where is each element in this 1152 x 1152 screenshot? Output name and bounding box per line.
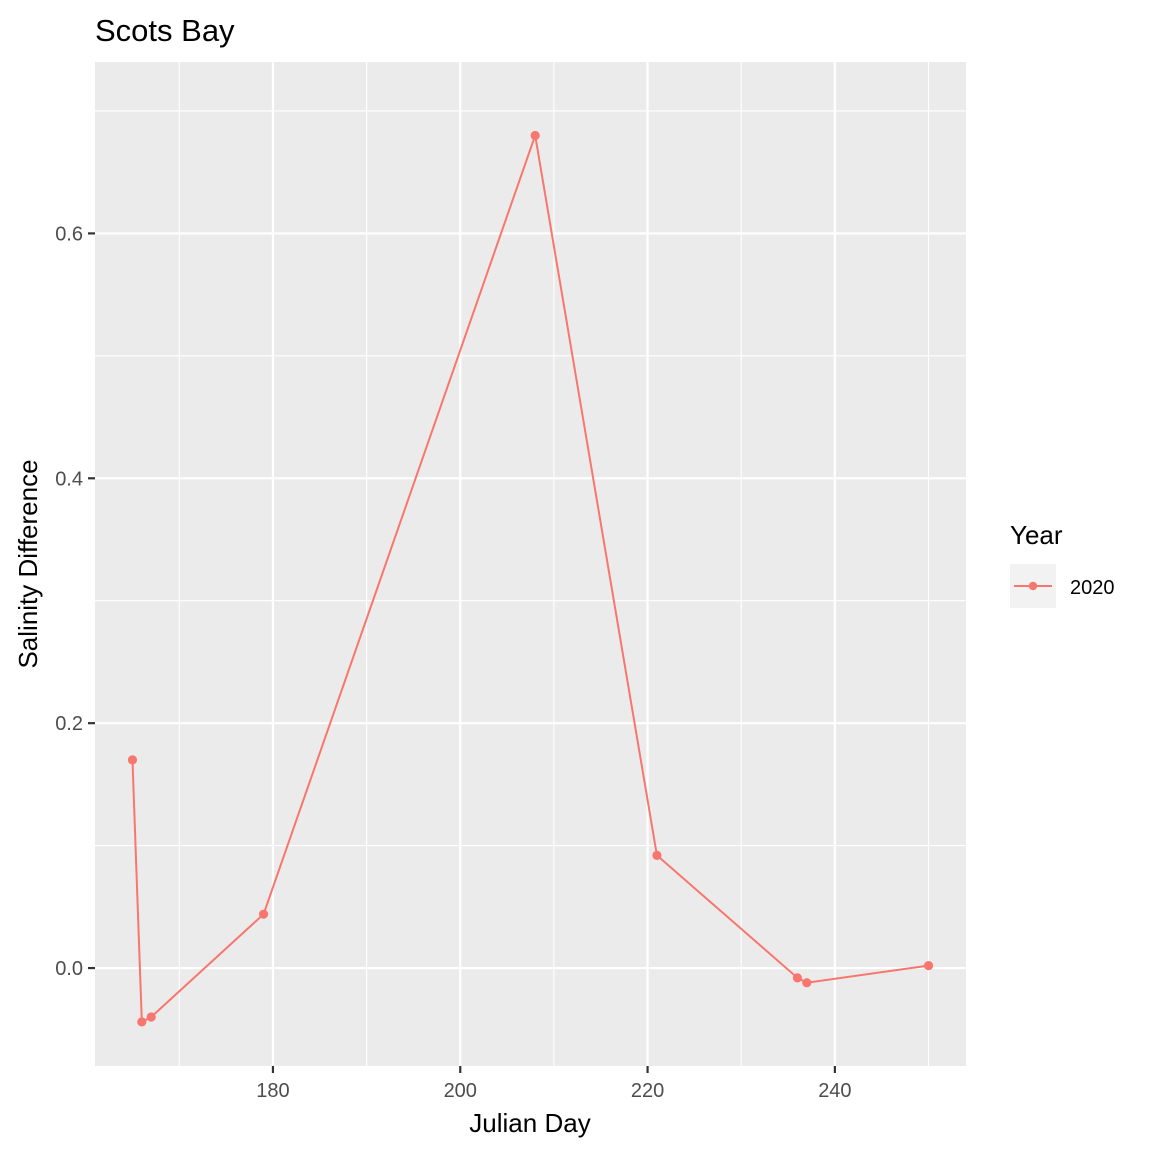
data-point[interactable] [792, 973, 803, 983]
minor-gridlines [95, 62, 966, 1066]
major-gridlines [95, 62, 966, 1066]
x-axis-title: Julian Day [469, 1108, 590, 1138]
legend[interactable]: Year 2020 [1010, 520, 1115, 608]
data-point[interactable] [127, 755, 138, 765]
data-point[interactable] [530, 130, 540, 141]
y-axis: 0.0 0.2 0.4 0.6 [55, 223, 95, 980]
legend-key-point [1028, 581, 1038, 591]
plot-panel [95, 62, 966, 1066]
x-axis: 180 200 220 240 [256, 1066, 852, 1102]
x-tick-label: 240 [818, 1080, 851, 1102]
data-point[interactable] [146, 1012, 156, 1022]
y-axis-title: Salinity Difference [13, 459, 43, 668]
legend-label-2020: 2020 [1070, 577, 1115, 599]
data-point[interactable] [923, 961, 934, 971]
data-point[interactable] [652, 850, 662, 861]
data-point[interactable] [258, 909, 269, 919]
chart-title: Scots Bay [95, 13, 235, 48]
y-tick-label: 0.0 [55, 958, 83, 980]
data-point[interactable] [802, 978, 812, 988]
y-tick-label: 0.2 [55, 713, 83, 735]
legend-title: Year [1010, 520, 1063, 550]
y-tick-label: 0.6 [55, 223, 83, 245]
series-2020 [127, 130, 934, 1027]
x-tick-label: 180 [256, 1080, 289, 1102]
y-tick-label: 0.4 [55, 468, 83, 490]
x-tick-label: 200 [444, 1080, 477, 1102]
x-tick-label: 220 [631, 1080, 664, 1102]
data-point[interactable] [137, 1017, 147, 1027]
